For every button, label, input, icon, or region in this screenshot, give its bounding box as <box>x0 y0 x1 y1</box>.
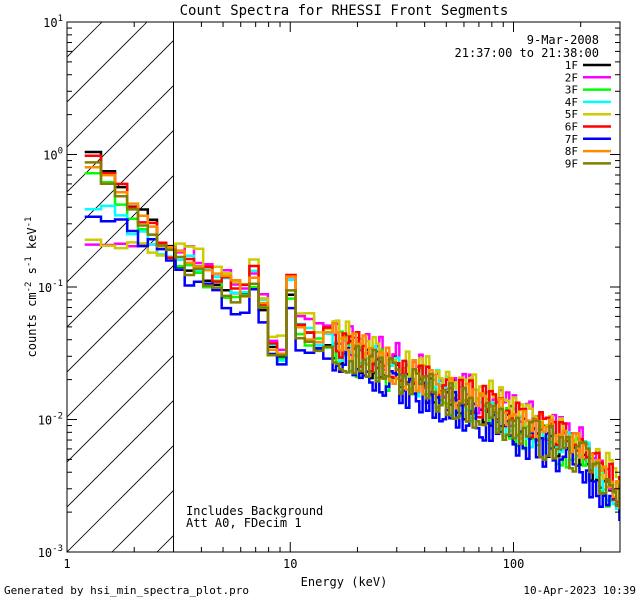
legend-label: 1F <box>565 59 578 72</box>
axis-ticks <box>66 21 621 553</box>
series-group <box>84 150 620 521</box>
y-tick-base: 10 <box>43 16 57 30</box>
y-tick-base: 10 <box>38 281 52 295</box>
hatch-line <box>67 399 174 508</box>
legend-label: 3F <box>565 84 578 97</box>
hatch-line <box>67 219 174 328</box>
y-label-sup2: -1 <box>24 256 34 267</box>
y-tick-exponent: -2 <box>52 412 63 422</box>
y-tick-base: 10 <box>43 149 57 163</box>
series-5F <box>84 238 620 498</box>
legend-label: 2F <box>565 71 578 84</box>
y-label-mid: s <box>25 267 39 281</box>
y-tick-label: 100 <box>43 147 63 163</box>
y-label-sup1: -2 <box>24 282 34 293</box>
hatch-line <box>67 22 103 58</box>
legend-label: 5F <box>565 108 578 121</box>
x-tick-label: 10 <box>283 557 297 571</box>
hatch-line <box>67 129 174 238</box>
x-tick-label: 100 <box>503 557 525 571</box>
legend-label: 4F <box>565 96 578 109</box>
y-tick-label: 101 <box>43 14 63 30</box>
hatch-line <box>67 309 174 418</box>
y-tick-exponent: 0 <box>58 147 63 157</box>
legend-label: 6F <box>565 121 578 134</box>
legend-label: 8F <box>565 145 578 158</box>
y-label-end: keV <box>25 227 39 256</box>
y-tick-exponent: 1 <box>58 14 63 24</box>
y-tick-base: 10 <box>38 414 52 428</box>
hatch-line <box>292 0 640 552</box>
y-label-main: counts cm <box>25 292 39 357</box>
y-tick-label: 10-2 <box>38 412 63 428</box>
time-range-label: 21:37:00 to 21:38:00 <box>455 46 600 60</box>
legend-label: 9F <box>565 157 578 170</box>
chart-title: Count Spectra for RHESSI Front Segments <box>180 3 509 19</box>
y-tick-label: 10-1 <box>38 279 63 295</box>
date-label: 9-Mar-2008 <box>527 33 599 47</box>
hatch-line <box>67 444 174 552</box>
hatch-line <box>67 39 174 148</box>
generated-by-label: Generated by hsi_min_spectra_plot.pro <box>4 584 249 597</box>
x-tick-label: 1 <box>63 557 70 571</box>
hatch-line <box>67 354 174 463</box>
x-axis-label: Energy (keV) <box>301 575 388 589</box>
y-label-sup3: -1 <box>24 217 34 228</box>
x-tick-labels: 1 10 100 <box>63 557 524 571</box>
attenuator-hatch-region <box>0 0 640 552</box>
series-8F <box>84 165 620 510</box>
legend-label: 7F <box>565 133 578 146</box>
timestamp-label: 10-Apr-2023 10:39 <box>523 584 636 597</box>
hatch-line <box>67 174 174 283</box>
hatch-line <box>247 0 640 552</box>
y-tick-base: 10 <box>38 546 52 560</box>
hatch-line <box>67 264 174 373</box>
plot-frame <box>66 21 621 553</box>
y-axis-label: counts cm-2 s-1 keV-1 <box>24 217 39 358</box>
hatch-line <box>67 22 148 103</box>
hatch-line <box>337 0 640 552</box>
annotation-attenuator: Att A0, FDecim 1 <box>186 516 302 530</box>
series-9F <box>84 161 620 508</box>
y-tick-label: 10-3 <box>38 544 63 560</box>
annotation-background: Includes Background <box>186 504 323 518</box>
y-tick-exponent: -3 <box>52 544 63 554</box>
y-tick-exponent: -1 <box>52 279 63 289</box>
hatch-line <box>0 0 87 552</box>
